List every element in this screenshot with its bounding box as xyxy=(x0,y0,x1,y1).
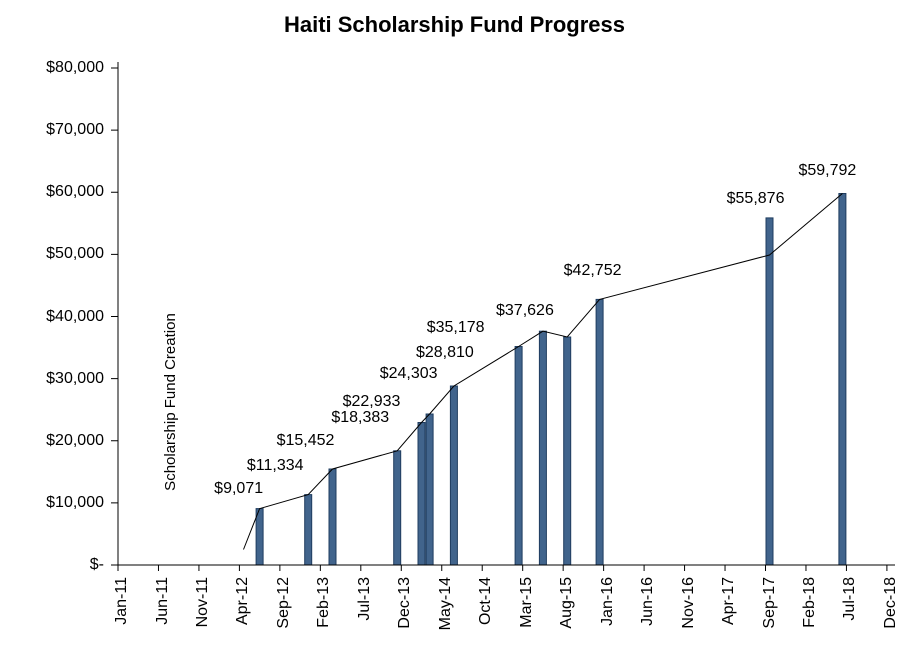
bar xyxy=(538,330,547,566)
bar xyxy=(304,494,313,566)
x-axis-label: Oct-14 xyxy=(477,577,495,626)
bar-value-label: $37,626 xyxy=(496,302,554,320)
bar xyxy=(417,422,426,566)
bar xyxy=(393,450,402,566)
x-axis-label: Nov-11 xyxy=(193,577,211,628)
x-axis-label: Jan-11 xyxy=(113,577,131,625)
bar-value-label: $15,452 xyxy=(276,432,335,449)
x-axis-label: Jul-18 xyxy=(841,577,859,621)
x-axis-label: Jan-16 xyxy=(598,577,616,626)
x-axis-label: Sep-17 xyxy=(760,577,778,629)
bar-value-label: $18,383 xyxy=(331,408,390,426)
y-axis-label: $10,000 xyxy=(46,493,104,511)
x-axis-label: Apr-17 xyxy=(720,577,738,626)
bar xyxy=(563,336,572,566)
bar-value-label: $55,876 xyxy=(726,189,785,207)
bar xyxy=(449,385,458,566)
y-axis-label: $40,000 xyxy=(46,307,104,325)
x-axis-label: Jun-11 xyxy=(153,577,171,625)
bar-value-label: $35,178 xyxy=(426,319,485,337)
y-axis-label: $20,000 xyxy=(46,431,104,449)
x-axis-label: Jun-16 xyxy=(639,577,657,626)
y-axis-label: $- xyxy=(89,556,104,573)
y-axis-label: $60,000 xyxy=(46,183,104,201)
x-axis-label: Aug-15 xyxy=(558,577,576,629)
y-axis-label: $30,000 xyxy=(46,369,104,387)
bar xyxy=(514,346,523,566)
bar xyxy=(595,298,604,566)
bar xyxy=(838,193,847,566)
y-axis-label: $70,000 xyxy=(46,121,104,139)
bar xyxy=(425,413,434,566)
x-axis-label: Mar-15 xyxy=(517,577,535,628)
x-axis-label: May-14 xyxy=(436,577,454,631)
progress-line xyxy=(243,193,843,550)
bar-value-label: $24,303 xyxy=(379,365,438,383)
x-axis-label: Sep-12 xyxy=(274,577,292,629)
bar xyxy=(328,468,337,566)
x-axis-label: Feb-13 xyxy=(315,577,333,628)
x-axis-label: Dec-18 xyxy=(881,577,899,629)
bar xyxy=(255,508,264,566)
bar-value-label: $28,810 xyxy=(415,344,474,362)
bar-value-label: $42,752 xyxy=(563,262,622,280)
x-axis-label: Apr-12 xyxy=(234,577,252,626)
bar-value-label: $9,071 xyxy=(214,479,264,497)
bar-value-label: $22,933 xyxy=(342,392,401,410)
x-axis-label: Dec-13 xyxy=(396,577,414,629)
x-axis-label: Feb-18 xyxy=(801,577,819,628)
bar-value-label: $11,334 xyxy=(246,456,304,474)
y-axis-label: $80,000 xyxy=(46,59,104,76)
bar-value-label: $59,792 xyxy=(798,161,857,179)
bar xyxy=(765,217,774,566)
x-axis-label: Jul-13 xyxy=(355,577,373,621)
chart-title: Haiti Scholarship Fund Progress xyxy=(283,12,626,37)
y-axis-label: $50,000 xyxy=(46,245,104,263)
x-axis-label: Nov-16 xyxy=(679,577,697,629)
fund-creation-annotation: Scholarship Fund Creation xyxy=(162,313,179,491)
